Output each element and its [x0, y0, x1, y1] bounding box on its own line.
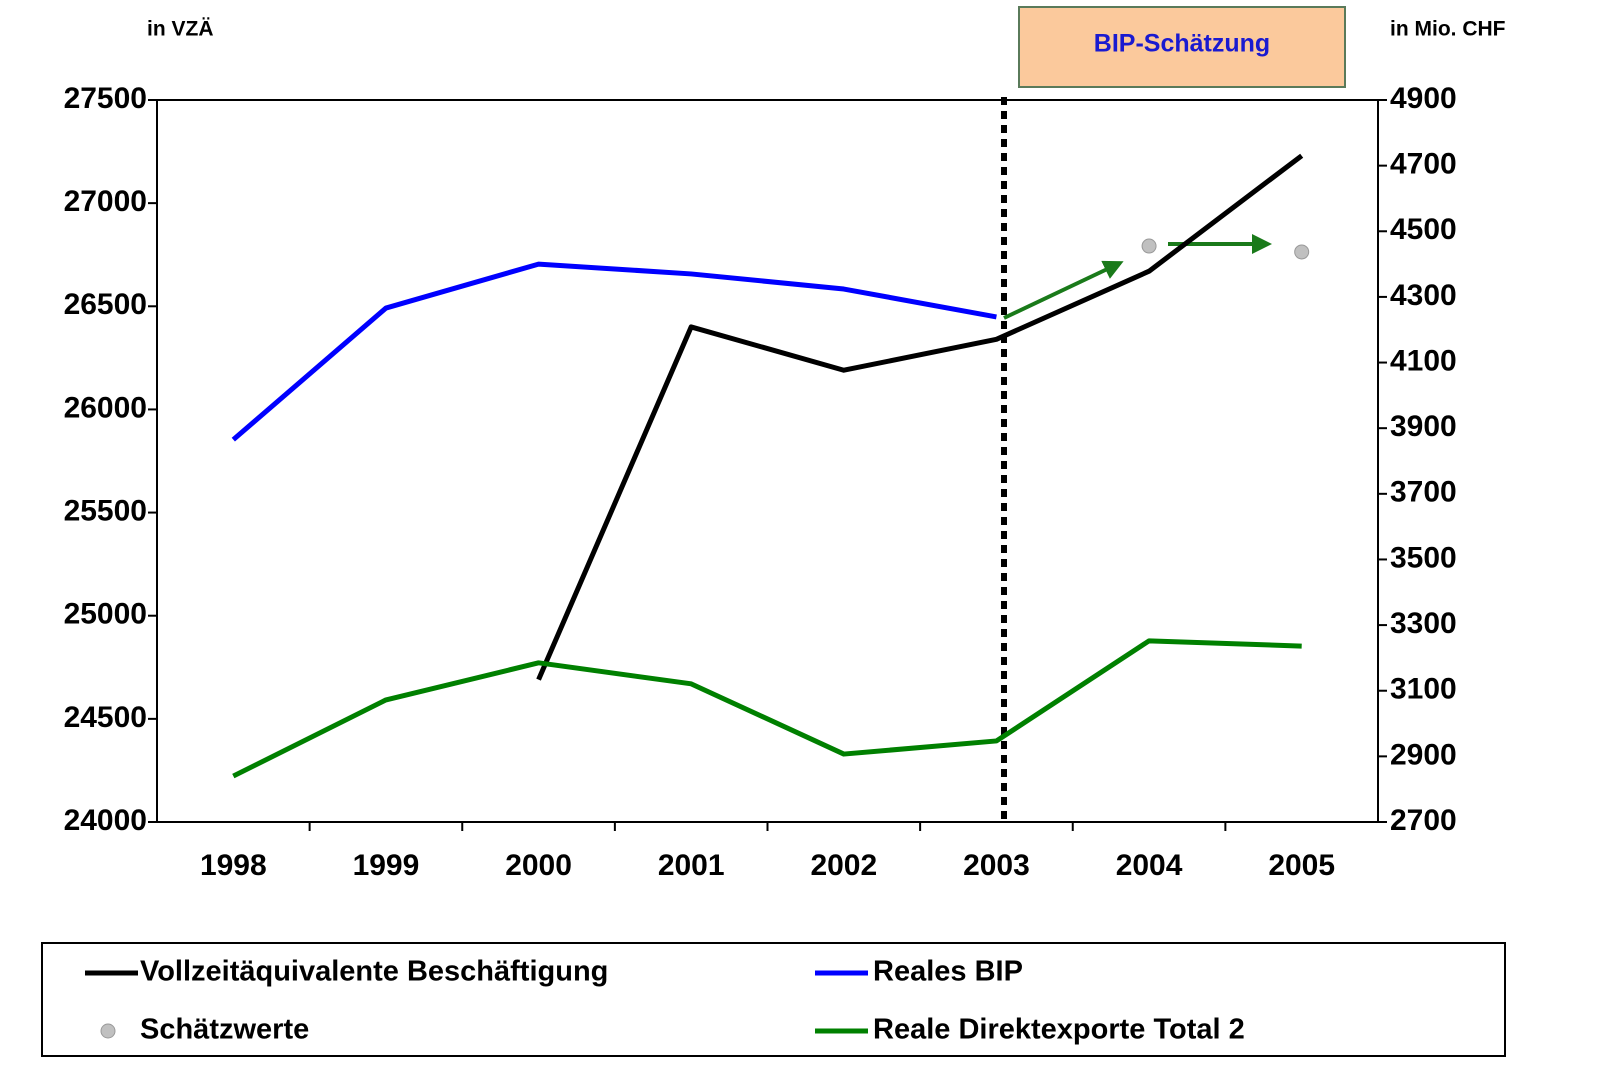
- series-line: [232, 638, 1302, 779]
- y2-tick-label: 3900: [1390, 410, 1457, 443]
- y2-tick-label: 2900: [1390, 738, 1457, 771]
- marker: [1294, 244, 1310, 260]
- y-axis-label: in VZÄ: [147, 18, 214, 41]
- y2-axis-label: in Mio. CHF: [1390, 18, 1506, 41]
- series-line: [231, 261, 997, 442]
- legend-label: Schätzwerte: [140, 1014, 309, 1046]
- x-tick-label: 2002: [810, 849, 877, 882]
- legend-marker: [100, 1023, 116, 1039]
- y-tick-label: 25000: [64, 598, 147, 631]
- y2-tick-label: 2700: [1390, 804, 1457, 837]
- x-tick-label: 1998: [200, 849, 267, 882]
- y2-tick-label: 4300: [1390, 279, 1457, 312]
- annotation: BIP-Schätzung: [1094, 30, 1270, 58]
- marker: [1141, 238, 1157, 254]
- y-tick-label: 27500: [64, 82, 147, 115]
- y2-tick-label: 4100: [1390, 344, 1457, 377]
- y2-tick-label: 4700: [1390, 148, 1457, 181]
- y2-tick-label: 4900: [1390, 82, 1457, 115]
- legend-label: Reales BIP: [873, 956, 1023, 988]
- legend-label: Reale Direktexporte Total 2: [873, 1014, 1245, 1046]
- y-tick-label: 26000: [64, 391, 147, 424]
- x-tick-label: 2005: [1268, 849, 1335, 882]
- y-tick-label: 27000: [64, 185, 147, 218]
- y2-tick-label: 3700: [1390, 476, 1457, 509]
- legend-label: Vollzeitäquivalente Beschäftigung: [140, 956, 608, 988]
- y2-tick-label: 3500: [1390, 541, 1457, 574]
- x-tick-label: 2004: [1116, 849, 1183, 882]
- y-tick-label: 24000: [64, 804, 147, 837]
- y2-tick-label: 3300: [1390, 607, 1457, 640]
- y-tick-label: 25500: [64, 494, 147, 527]
- series-line: [536, 153, 1304, 681]
- y2-tick-label: 4500: [1390, 213, 1457, 246]
- x-tick-label: 2003: [963, 849, 1030, 882]
- y2-tick-label: 3100: [1390, 673, 1457, 706]
- legend: [41, 942, 1506, 1057]
- trend-arrow: [1003, 260, 1124, 320]
- y-tick-label: 26500: [64, 288, 147, 321]
- annotation-box: [1018, 6, 1346, 88]
- x-tick-label: 2001: [658, 849, 725, 882]
- x-tick-label: 2000: [505, 849, 572, 882]
- plot-frame: [156, 99, 1379, 823]
- x-tick-label: 1999: [353, 849, 420, 882]
- y-tick-label: 24500: [64, 701, 147, 734]
